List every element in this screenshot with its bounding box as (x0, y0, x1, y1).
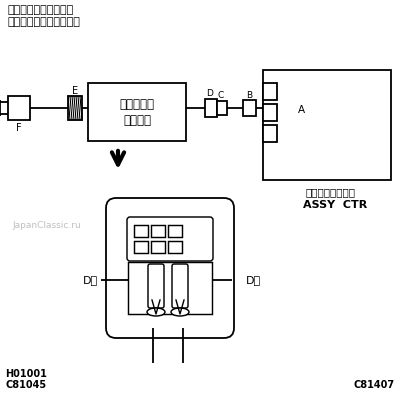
Text: B: B (246, 91, 252, 100)
Bar (205, 99, 217, 117)
FancyBboxPatch shape (127, 217, 213, 261)
Bar (263, 83, 277, 100)
Text: D－: D－ (83, 275, 98, 285)
FancyBboxPatch shape (106, 198, 234, 338)
Text: C: C (218, 91, 224, 100)
Bar (134, 225, 148, 237)
Bar (151, 225, 165, 237)
Bar (68, 96, 82, 120)
Text: H01001: H01001 (5, 369, 47, 379)
Text: スパイラル: スパイラル (120, 98, 154, 110)
Text: （運転席側エアバッグ）: （運転席側エアバッグ） (7, 17, 80, 27)
Bar (168, 225, 182, 237)
Bar (8, 96, 30, 120)
Bar (263, 125, 277, 142)
Text: ASSY  CTR: ASSY CTR (303, 200, 367, 210)
Text: エアバッグセンサ: エアバッグセンサ (306, 187, 356, 197)
Text: A: A (297, 105, 305, 115)
FancyBboxPatch shape (172, 264, 188, 308)
Text: ホーンボタンＡＳＳＹ: ホーンボタンＡＳＳＹ (7, 5, 73, 15)
Bar (134, 241, 148, 253)
Text: JapanClassic.ru: JapanClassic.ru (12, 220, 81, 229)
Text: ケーブル: ケーブル (123, 114, 151, 127)
Text: D: D (206, 89, 213, 98)
Bar (263, 70, 391, 180)
Bar (217, 101, 227, 115)
Bar (168, 241, 182, 253)
Text: E: E (72, 86, 78, 96)
Ellipse shape (171, 308, 189, 316)
Bar (263, 104, 277, 121)
FancyBboxPatch shape (148, 264, 164, 308)
Bar (128, 262, 212, 314)
Bar (243, 100, 256, 116)
Ellipse shape (147, 308, 165, 316)
Bar (88, 83, 186, 141)
Text: C81045: C81045 (5, 380, 46, 390)
Text: C81407: C81407 (354, 380, 395, 390)
Bar (151, 241, 165, 253)
Text: F: F (16, 123, 22, 133)
Text: D＋: D＋ (246, 275, 261, 285)
